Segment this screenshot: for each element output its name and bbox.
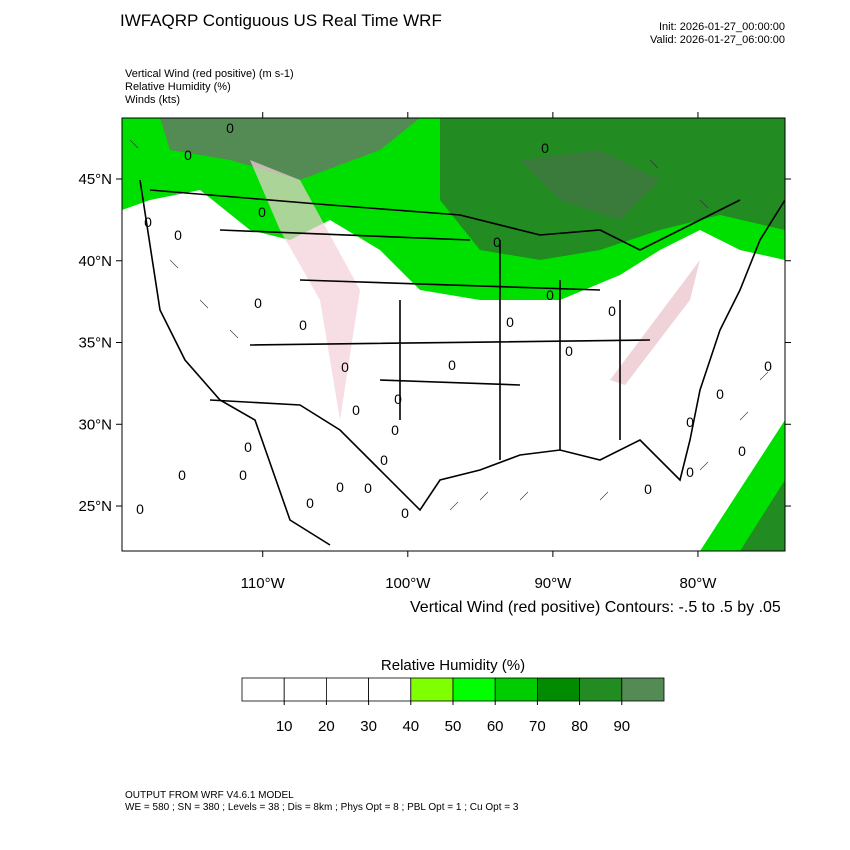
lat-tick-label: 40°N xyxy=(78,253,112,270)
colorbar-swatch xyxy=(452,677,496,702)
lat-tick-label: 30°N xyxy=(78,416,112,433)
contour-label: 0 xyxy=(336,479,344,495)
contour-label: 0 xyxy=(258,204,266,220)
contour-label: 0 xyxy=(352,402,360,418)
colorbar-swatch xyxy=(579,677,623,702)
title: IWFAQRP Contiguous US Real Time WRF xyxy=(120,11,442,30)
colorbar-swatch xyxy=(325,677,369,702)
contour-label: 0 xyxy=(178,467,186,483)
colorbar-swatch xyxy=(537,677,581,702)
map-imagery xyxy=(122,118,785,551)
contour-label: 0 xyxy=(716,386,724,402)
contour-label: 0 xyxy=(136,501,144,517)
contour-label: 0 xyxy=(608,303,616,319)
colorbar-label: 70 xyxy=(529,718,546,735)
contour-label: 0 xyxy=(541,140,549,156)
contour-label: 0 xyxy=(364,480,372,496)
colorbar-swatch xyxy=(368,677,412,702)
colorbar-label: 80 xyxy=(571,718,588,735)
contour-label: 0 xyxy=(764,358,772,374)
contour-label: 0 xyxy=(493,234,501,250)
contour-label: 0 xyxy=(226,120,234,136)
lat-tick-label: 45°N xyxy=(78,171,112,188)
colorbar-swatch xyxy=(494,677,538,702)
colorbar-title: Relative Humidity (%) xyxy=(381,657,525,674)
lon-tick-label: 90°W xyxy=(534,575,572,592)
init-time: Init: 2026-01-27_00:00:00 xyxy=(659,21,785,33)
contour-label: 0 xyxy=(394,391,402,407)
field-label: Winds (kts) xyxy=(125,94,180,106)
contour-label: 0 xyxy=(738,443,746,459)
colorbar-label: 40 xyxy=(402,718,419,735)
colorbar-label: 50 xyxy=(445,718,462,735)
contour-label: 0 xyxy=(686,414,694,430)
contour-label: 0 xyxy=(391,422,399,438)
valid-time: Valid: 2026-01-27_06:00:00 xyxy=(650,34,785,46)
contour-label: 0 xyxy=(686,464,694,480)
colorbar-label: 20 xyxy=(318,718,335,735)
contour-label: 0 xyxy=(546,287,554,303)
colorbar-label: 90 xyxy=(613,718,630,735)
contour-label: 0 xyxy=(306,495,314,511)
contour-label: 0 xyxy=(644,481,652,497)
contour-label: 0 xyxy=(299,317,307,333)
colorbar-label: 30 xyxy=(360,718,377,735)
colorbar-label: 60 xyxy=(487,718,504,735)
contour-label: 0 xyxy=(565,343,573,359)
colorbar-label: 10 xyxy=(276,718,293,735)
contour-label: 0 xyxy=(401,505,409,521)
lat-tick-label: 35°N xyxy=(78,335,112,352)
contour-note: Vertical Wind (red positive) Contours: -… xyxy=(410,599,781,616)
lon-tick-label: 110°W xyxy=(241,575,286,592)
colorbar-swatch xyxy=(241,677,285,702)
footer-line: OUTPUT FROM WRF V4.6.1 MODEL xyxy=(125,790,294,801)
colorbar-swatch xyxy=(283,677,327,702)
colorbar-swatch xyxy=(410,677,454,702)
colorbar-swatch xyxy=(621,677,665,702)
contour-label: 0 xyxy=(506,314,514,330)
map-frame xyxy=(121,117,786,552)
footer-line: WE = 580 ; SN = 380 ; Levels = 38 ; Dis … xyxy=(125,802,519,813)
field-label: Vertical Wind (red positive) (m s-1) xyxy=(125,68,294,80)
lon-tick-label: 100°W xyxy=(385,575,431,592)
contour-label: 0 xyxy=(239,467,247,483)
contour-label: 0 xyxy=(244,439,252,455)
contour-label: 0 xyxy=(380,452,388,468)
contour-label: 0 xyxy=(254,295,262,311)
lon-tick-label: 80°W xyxy=(680,575,718,592)
contour-label: 0 xyxy=(144,214,152,230)
contour-label: 0 xyxy=(184,147,192,163)
contour-label: 0 xyxy=(174,227,182,243)
contour-label: 0 xyxy=(448,357,456,373)
field-label: Relative Humidity (%) xyxy=(125,81,231,93)
lat-tick-label: 25°N xyxy=(78,498,112,515)
contour-label: 0 xyxy=(341,359,349,375)
